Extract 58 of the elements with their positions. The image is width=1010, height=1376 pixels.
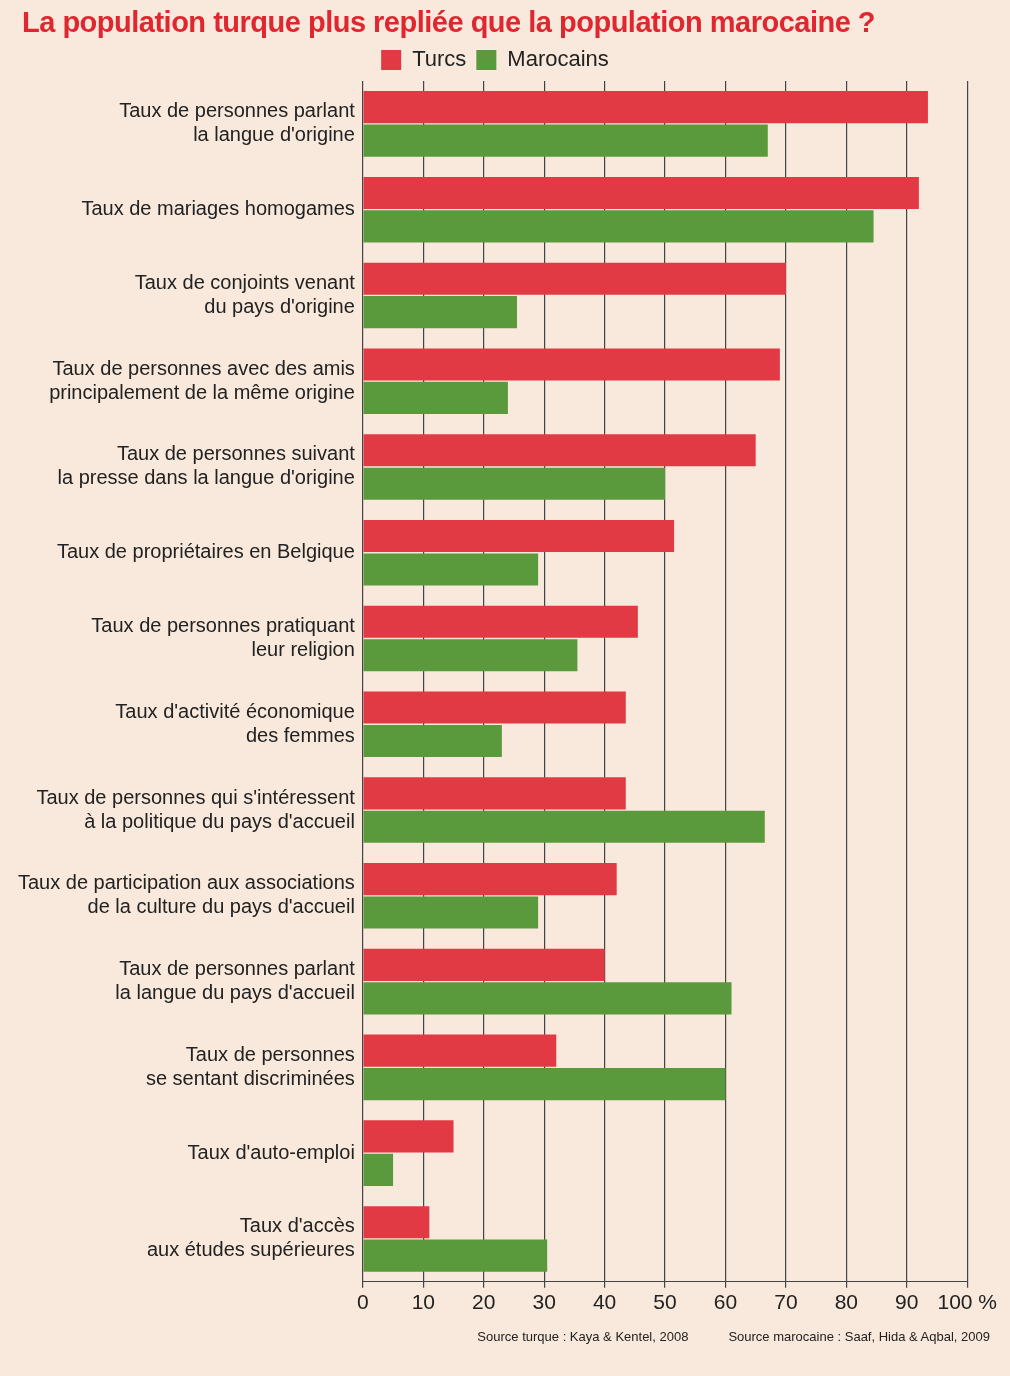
bar xyxy=(363,124,768,157)
y-tick-label: Taux de personnes suivant la presse dans la langue d'origine xyxy=(57,442,356,489)
bar xyxy=(363,1153,394,1186)
bar xyxy=(363,553,539,586)
y-tick-label: Taux d'auto-emploi xyxy=(187,1140,355,1163)
bar xyxy=(363,639,578,672)
bar xyxy=(363,1068,726,1101)
bar xyxy=(363,176,919,209)
bar xyxy=(363,210,874,243)
bar xyxy=(363,691,626,724)
bar xyxy=(363,296,517,329)
y-tick-label: Taux de personnes se sentant discriminées xyxy=(145,1042,355,1089)
y-tick-label: Taux de personnes parlant la langue du pays d'accueil xyxy=(115,957,356,1004)
bar xyxy=(363,1034,557,1067)
source-note: Source marocaine : Saaf, Hida & Aqbal, 2009 xyxy=(728,1329,990,1344)
source-note: Source turque : Kaya & Kentel, 2008 xyxy=(477,1329,689,1344)
bar xyxy=(363,777,626,810)
y-tick-label: Taux de propriétaires en Belgique xyxy=(56,540,355,563)
bar xyxy=(363,91,928,124)
x-tick-label: 10 xyxy=(411,1290,435,1314)
y-tick-label: Taux de personnes avec des amis principalement de la même origine xyxy=(49,356,355,403)
x-tick-label: 0 xyxy=(357,1290,369,1314)
bar xyxy=(363,1120,454,1153)
bar xyxy=(363,434,756,467)
y-tick-label: Taux d'activité économique des femmes xyxy=(115,699,355,746)
x-tick-label: 20 xyxy=(472,1290,496,1314)
x-tick-label: 30 xyxy=(532,1290,556,1314)
bar xyxy=(363,863,617,896)
y-tick-label: Taux de personnes pratiquant leur religion xyxy=(91,614,356,661)
x-tick-label: 100 % xyxy=(937,1290,997,1314)
bar xyxy=(363,381,508,414)
y-tick-label: Taux de participation aux associations de la culture du pays d'accueil xyxy=(17,871,355,918)
bar xyxy=(363,982,732,1015)
bar xyxy=(363,948,605,981)
bar xyxy=(363,1206,430,1239)
y-tick-label: Taux de personnes qui s'intéressent à la politique du pays d'accueil xyxy=(36,785,356,832)
bar xyxy=(363,348,780,381)
bar xyxy=(363,810,765,843)
bar xyxy=(363,605,638,638)
x-tick-label: 80 xyxy=(834,1290,859,1314)
x-tick-label: 60 xyxy=(713,1290,738,1314)
legend-label: Marocains xyxy=(507,46,609,72)
bar xyxy=(363,262,786,295)
x-tick-label: 50 xyxy=(653,1290,677,1314)
y-tick-label: Taux de personnes parlant la langue d'origine xyxy=(119,99,356,146)
chart-title: La population turque plus repliée que la population marocaine ? xyxy=(21,5,877,39)
y-tick-label: Taux d'accès aux études supérieures xyxy=(146,1214,355,1261)
y-tick-label: Taux de conjoints venant du pays d'origine xyxy=(134,270,356,317)
x-tick-label: 90 xyxy=(895,1290,919,1314)
bar xyxy=(363,724,502,758)
legend-label: Turcs xyxy=(412,46,467,72)
bar xyxy=(363,896,539,929)
x-tick-label: 70 xyxy=(774,1290,798,1314)
x-tick-label: 40 xyxy=(592,1290,617,1314)
bar xyxy=(363,467,666,500)
bar xyxy=(363,519,675,553)
y-tick-label: Taux de mariages homogames xyxy=(81,197,355,220)
bar xyxy=(363,1239,548,1272)
